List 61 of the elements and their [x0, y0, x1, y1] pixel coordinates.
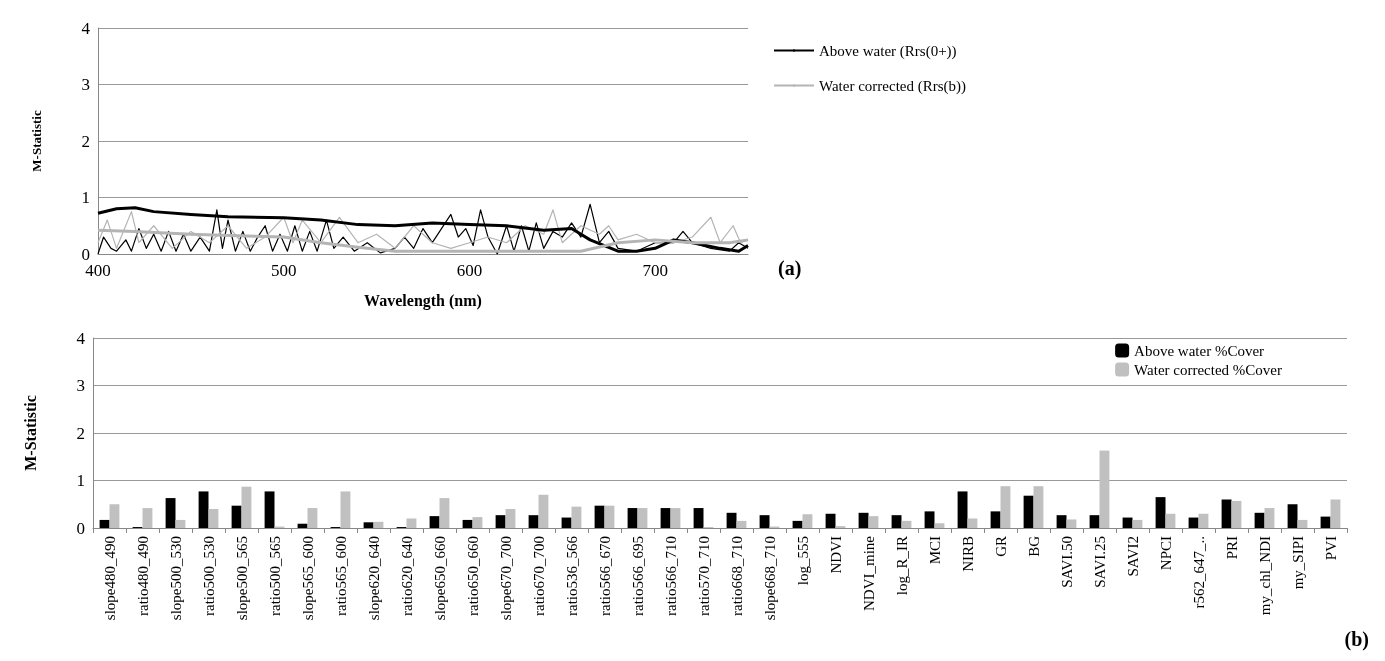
- x-tick-label: ratio566_710: [662, 536, 679, 616]
- x-tick-label: 700: [642, 261, 668, 280]
- y-tick-label: 4: [81, 18, 91, 38]
- x-tick-label: ratio480_490: [134, 536, 151, 616]
- x-tick-label: slope480_490: [101, 536, 118, 621]
- x-tick-label: slope565_600: [299, 536, 316, 621]
- y-axis-title: M-Statistic: [29, 110, 44, 172]
- x-tick-label: PVI: [1322, 536, 1339, 561]
- text: (a): [778, 257, 802, 280]
- y-tick-label: 3: [76, 376, 85, 395]
- y-axis-title: M-Statistic: [21, 395, 39, 471]
- x-tick-label: NDVI: [827, 536, 844, 574]
- x-tick-label: log_555: [794, 536, 811, 586]
- x-tick-label: BG: [1025, 535, 1042, 557]
- y-tick-label: 2: [76, 423, 85, 443]
- x-tick-label: ratio565_600: [332, 536, 349, 616]
- x-tick-label: my_chl_NDI: [1256, 536, 1273, 616]
- y-tick-label: 0: [76, 518, 85, 538]
- x-tick-label: 400: [85, 261, 111, 280]
- x-tick-label: GR: [992, 536, 1009, 557]
- x-tick-label: slope670_700: [497, 536, 514, 621]
- x-tick-label: slope620_640: [365, 536, 382, 621]
- x-tick-label: slope500_530: [167, 536, 184, 621]
- x-tick-label: 500: [270, 261, 297, 280]
- x-tick-label: NDVI_mine: [860, 535, 877, 611]
- x-axis-title: Wavelength (nm): [364, 291, 482, 310]
- legend-label: Water corrected (Rrs(b)): [819, 77, 967, 95]
- x-tick-label: ratio570_710: [695, 536, 712, 616]
- x-tick-label: slope500_565: [233, 536, 250, 621]
- x-tick-label: r562_647_..: [1190, 536, 1207, 609]
- legend-label: Water corrected %Cover: [1134, 361, 1283, 378]
- x-tick-label: ratio500_530: [200, 536, 217, 616]
- x-tick-label: ratio668_710: [728, 536, 745, 616]
- x-tick-label: my_SIPI: [1289, 536, 1306, 590]
- x-tick-label: ratio650_660: [464, 536, 481, 616]
- legend-label: Above water (Rrs(0+)): [819, 42, 957, 60]
- x-tick-label: slope668_710: [761, 536, 778, 621]
- y-tick-label: 4: [76, 328, 86, 348]
- y-tick-label: 1: [81, 188, 90, 207]
- x-tick-label: SAVI2: [1124, 536, 1141, 577]
- y-tick-label: 2: [81, 131, 90, 151]
- x-tick-label: ratio620_640: [398, 536, 415, 616]
- y-tick-label: 1: [76, 471, 85, 490]
- x-tick-label: ratio566_670: [596, 536, 613, 616]
- x-tick-label: SAVI.25: [1091, 536, 1108, 588]
- text: (b): [1344, 628, 1370, 651]
- x-tick-label: NIRB: [959, 536, 976, 572]
- x-tick-label: MCI: [926, 536, 943, 565]
- x-tick-label: ratio670_700: [530, 536, 547, 616]
- x-tick-label: ratio566_695: [629, 536, 646, 616]
- legend-label: Above water %Cover: [1134, 342, 1265, 359]
- y-tick-label: 0: [81, 244, 90, 264]
- x-tick-label: SAVI.50: [1058, 536, 1075, 588]
- x-tick-label: ratio536_566: [563, 535, 580, 616]
- x-tick-label: log_R_IR: [893, 536, 910, 596]
- x-tick-label: PRI: [1223, 536, 1240, 560]
- y-tick-label: 3: [81, 75, 90, 94]
- x-tick-label: NPCI: [1157, 536, 1174, 571]
- x-tick-label: slope650_660: [431, 536, 448, 621]
- x-tick-label: 600: [456, 261, 483, 280]
- x-tick-label: ratio500_565: [266, 536, 283, 616]
